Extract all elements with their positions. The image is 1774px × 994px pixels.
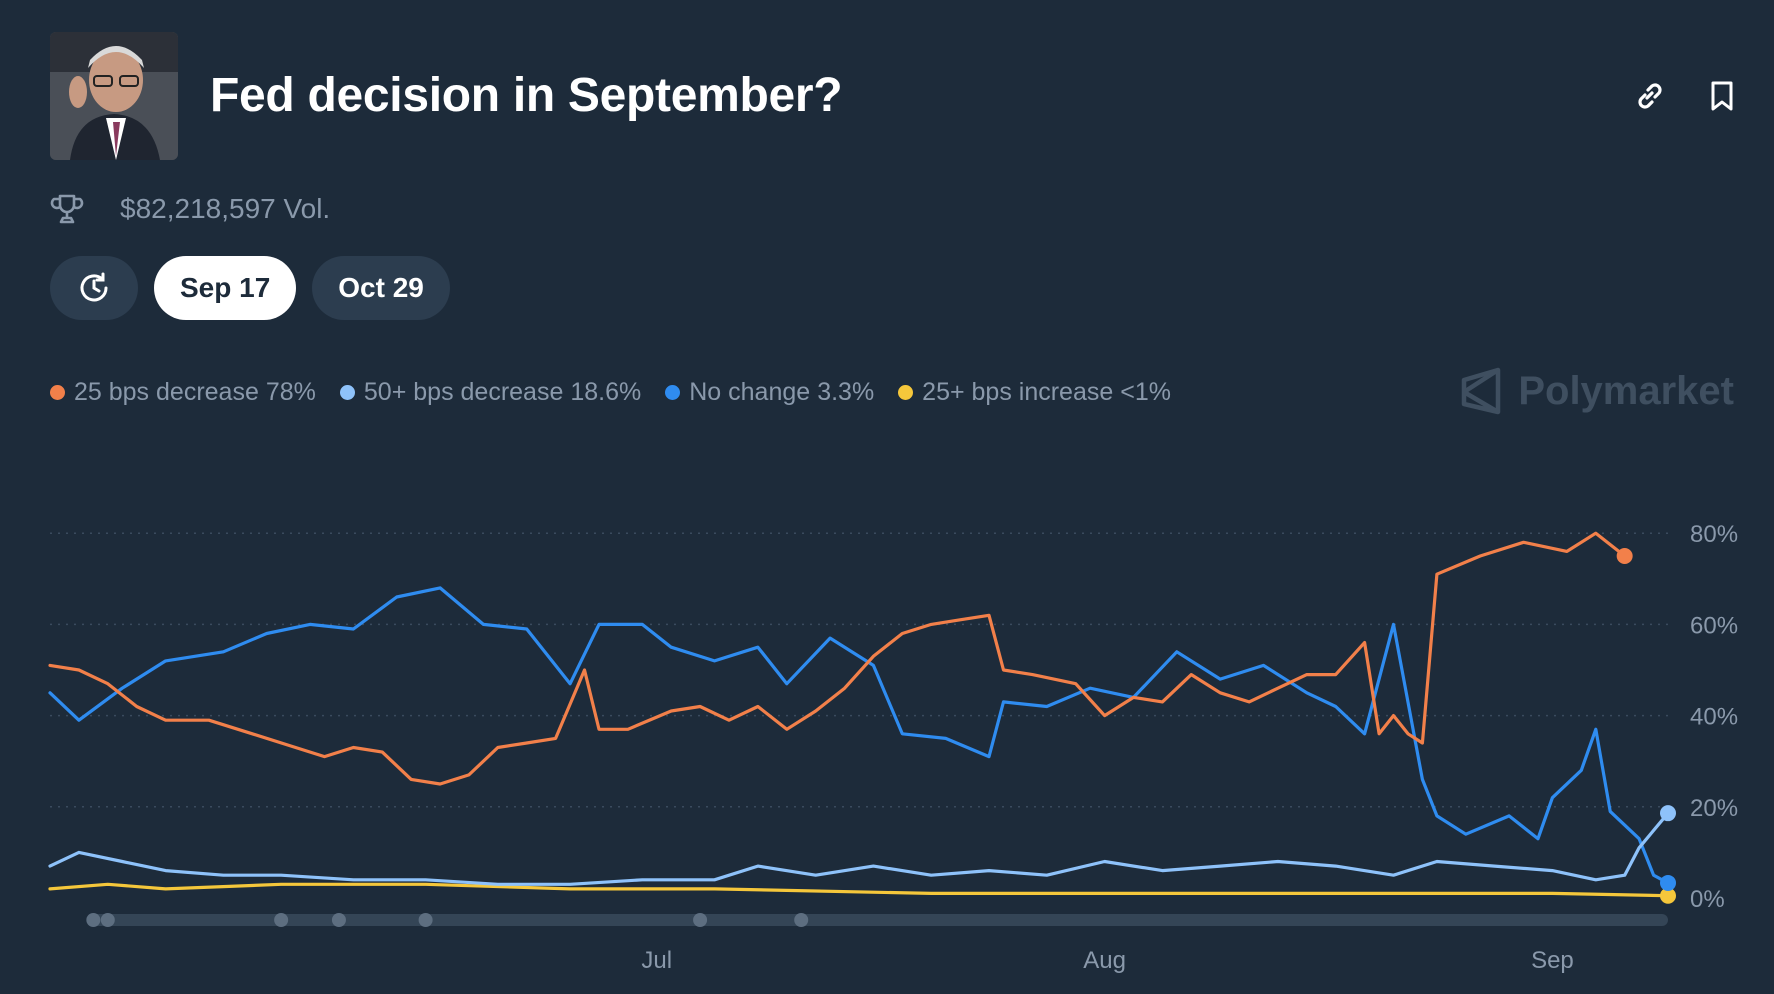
y-tick-label: 0% [1690,886,1725,913]
polymarket-logo [1462,367,1501,415]
series-end-dot [1616,548,1633,564]
x-tick-label: Sep [1531,947,1574,974]
timeline-scrubber[interactable] [86,913,1668,927]
trophy-icon [50,194,84,224]
tab-sep-17[interactable]: Sep 17 [154,256,297,320]
y-tick-label: 80% [1690,521,1738,548]
chart-legend: 25 bps decrease 78% 50+ bps decrease 18.… [50,378,1195,407]
portrait-photo [50,32,178,160]
event-avatar [50,32,178,160]
legend-item-25-increase: 25+ bps increase <1% [898,378,1171,407]
series-line [48,811,1670,886]
legend-dot [339,385,355,400]
series-end-dot [1660,805,1676,822]
legend-dot [50,385,65,400]
series-line [48,882,1670,898]
series-line [48,531,1627,786]
legend-label: 50+ bps decrease [363,378,564,406]
legend-label: 25+ bps increase [922,378,1114,406]
chart-lines [48,531,1676,904]
timeline-marker [794,913,809,927]
y-tick-label: 20% [1690,795,1738,822]
legend-value: 78% [265,378,316,406]
legend-value: 3.3% [817,378,875,406]
x-tick-label: Jul [641,947,672,974]
timeline-marker [86,913,101,927]
date-tabs: Sep 17 Oct 29 [50,256,466,320]
series-end-dot [1660,874,1676,891]
legend-value: 18.6% [570,378,642,406]
chart-grid [50,532,1668,808]
timeline-marker [274,913,289,927]
y-tick-label: 60% [1690,612,1738,639]
timeline-track[interactable] [88,914,1668,926]
y-tick-labels: 80% 60% 40% 20% 0% [1690,521,1738,913]
legend-value: <1% [1120,378,1172,406]
volume-row: $82,218,597 Vol. [50,192,330,226]
legend-label: No change [689,378,811,406]
link-icon[interactable] [1632,78,1668,114]
volume-text: $82,218,597 Vol. [120,193,331,224]
series-line [48,586,1670,885]
legend-label: 25 bps decrease [74,378,259,406]
legend-item-25-decrease: 25 bps decrease 78% [50,378,316,407]
y-tick-label: 40% [1690,704,1738,731]
brand-watermark: Polymarket [1458,366,1734,416]
history-clock-icon [80,272,108,302]
bookmark-icon[interactable] [1704,78,1740,114]
legend-item-no-change: No change 3.3% [665,378,874,407]
timeline-marker [693,913,708,927]
timeline-marker [100,913,115,927]
x-tick-label: Aug [1083,947,1126,974]
timeline-marker [418,913,433,927]
page-title: Fed decision in September? [210,69,843,122]
legend-item-50-decrease: 50+ bps decrease 18.6% [339,378,642,407]
timeline-marker [331,913,346,927]
legend-dot [665,385,681,400]
series-end-dot [1660,887,1676,904]
brand-name: Polymarket [1518,368,1734,413]
x-tick-labels: Jul Aug Sep [641,947,1573,974]
history-button[interactable] [50,256,138,320]
tab-oct-29[interactable]: Oct 29 [312,256,450,320]
legend-dot [898,385,914,400]
